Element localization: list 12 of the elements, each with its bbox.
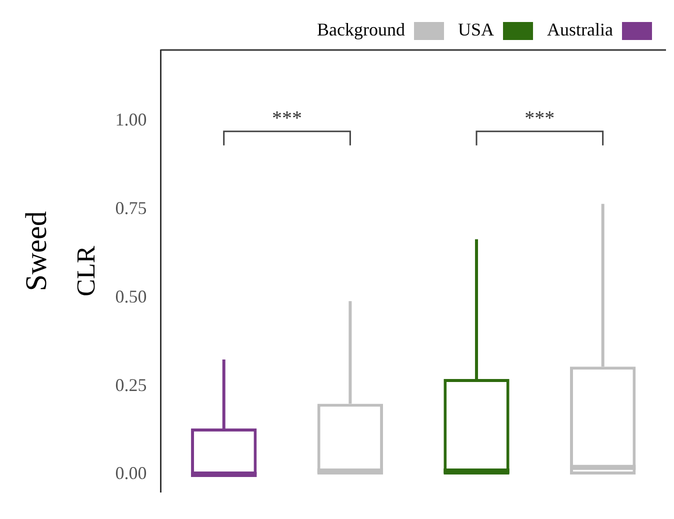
y-tick-label: 0.00 [115, 463, 147, 484]
y-tick-label: 0.50 [115, 286, 147, 306]
y-tick-label: 0.25 [115, 374, 147, 395]
y-tick-label: 0.75 [115, 198, 147, 218]
legend-label: USA [458, 20, 494, 40]
text: Sweed [20, 211, 53, 292]
legend-label: Australia [547, 20, 614, 40]
annotation: *** [524, 108, 555, 130]
y-axis-title: CLR [71, 245, 100, 296]
annotation: *** [272, 108, 302, 130]
legend-label: Background [317, 20, 406, 40]
y-tick-label: 1.00 [115, 109, 147, 130]
